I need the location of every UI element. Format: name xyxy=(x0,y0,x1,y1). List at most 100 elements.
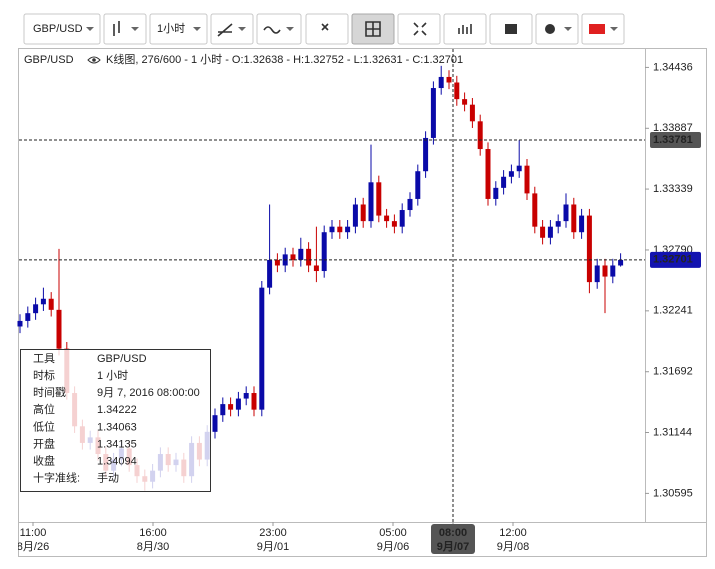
flag-icon xyxy=(589,24,605,34)
candle-body xyxy=(579,215,585,233)
x-tick-time: 16:00 xyxy=(139,527,167,539)
indicator-icon xyxy=(263,26,281,34)
settings-icon xyxy=(545,24,555,34)
candle-body xyxy=(423,137,429,172)
candle-body xyxy=(399,210,405,227)
toolbar: GBP/USD 1小时 xyxy=(23,13,625,45)
volume-icon xyxy=(458,24,472,34)
crosshair-time-box xyxy=(431,524,475,554)
dropdown-arrow xyxy=(564,27,572,31)
candle-body xyxy=(290,254,296,260)
info-label: 高位 xyxy=(33,402,55,416)
candle-body xyxy=(251,393,257,410)
candle-body xyxy=(352,204,358,227)
candle-body xyxy=(493,187,499,199)
candle-body xyxy=(610,265,616,277)
info-value: GBP/USD xyxy=(97,353,147,365)
draw-button[interactable] xyxy=(210,13,254,45)
candle-body xyxy=(462,99,468,105)
dropdown-arrow xyxy=(131,27,139,31)
crosshair-price-label: 1.33781 xyxy=(653,134,693,146)
candle-body xyxy=(594,265,600,283)
volume-button[interactable] xyxy=(443,13,487,45)
y-tick-label: 1.34436 xyxy=(653,61,693,73)
candle-body xyxy=(540,226,546,238)
candle-body xyxy=(228,404,234,410)
info-value: 1.34222 xyxy=(97,404,137,416)
eye-pupil xyxy=(92,58,96,62)
candle-body xyxy=(454,82,460,100)
x-tick-date: 8月/30 xyxy=(137,541,169,553)
fullscreen-button[interactable] xyxy=(397,13,441,45)
candle-body xyxy=(313,265,319,272)
chart-type-button[interactable] xyxy=(103,13,147,45)
candle-body xyxy=(547,226,553,238)
crosshair-icon xyxy=(365,21,381,37)
info-panel-box xyxy=(20,349,211,492)
info-value: 1.34094 xyxy=(97,456,137,468)
candle-body xyxy=(33,304,39,314)
candle-body xyxy=(618,259,624,266)
interval-button[interactable] xyxy=(149,13,208,45)
dropdown-arrow xyxy=(86,27,94,31)
candle-body xyxy=(430,88,436,138)
eye-icon[interactable] xyxy=(87,56,101,64)
settings-button[interactable] xyxy=(535,13,579,45)
candle-body xyxy=(376,182,382,216)
candle-body xyxy=(446,76,452,83)
candle-body xyxy=(329,226,335,233)
symbol-button[interactable] xyxy=(23,13,101,45)
info-value: 1 小时 xyxy=(97,369,128,382)
candle-body xyxy=(555,221,561,227)
crosshair-price-box xyxy=(650,132,701,149)
candle-body xyxy=(407,198,413,211)
fullscreen-icon xyxy=(413,22,427,36)
candle-body xyxy=(298,248,304,260)
axes: 1.344361.338871.333391.327901.322411.316… xyxy=(0,61,701,555)
print-icon xyxy=(505,24,517,34)
info-label: 低位 xyxy=(33,419,55,433)
info-value: 9月 7, 2016 08:00:00 xyxy=(97,387,200,399)
candle-body xyxy=(485,149,491,199)
candle-body xyxy=(438,76,444,89)
left-clip xyxy=(0,525,18,555)
y-tick-label: 1.30595 xyxy=(653,487,693,499)
candle-body xyxy=(235,398,241,410)
candle-body xyxy=(243,393,249,399)
y-tick-label: 1.31144 xyxy=(653,426,692,438)
candle-body xyxy=(25,313,31,321)
legend-description: K线图, 276/600 - 1 小时 - O:1.32638 - H:1.32… xyxy=(106,52,463,66)
indicator-button[interactable] xyxy=(256,13,302,45)
candle-body xyxy=(384,215,390,222)
last-price-label: 1.32701 xyxy=(653,254,693,266)
x-tick-date: 9月/07 xyxy=(437,540,469,553)
candle-body xyxy=(602,265,608,277)
candle-body xyxy=(212,415,218,432)
candle-body xyxy=(415,171,421,199)
candle-body xyxy=(586,215,592,283)
info-value: 手动 xyxy=(97,471,119,485)
y-tick-label: 1.32241 xyxy=(653,305,693,317)
candle-body xyxy=(524,165,530,194)
info-label: 十字准线: xyxy=(33,471,80,485)
dropdown-arrow xyxy=(286,27,294,31)
candle-body xyxy=(477,121,483,150)
last-price-box xyxy=(650,251,701,268)
candle-body xyxy=(17,320,23,327)
candle-body xyxy=(368,182,374,222)
candle-body xyxy=(345,226,351,233)
candle-body xyxy=(501,176,507,188)
candle-body xyxy=(220,404,226,416)
candle-body xyxy=(563,204,569,222)
candle-icon xyxy=(113,21,120,36)
x-tick-time: 08:00 xyxy=(439,527,467,539)
candle-body xyxy=(532,193,538,227)
candle-body xyxy=(40,298,46,305)
x-tick-date: 9月/01 xyxy=(257,541,289,553)
candle-body xyxy=(469,104,475,122)
x-tick-time: 11:00 xyxy=(20,527,47,539)
candle-body xyxy=(508,171,514,177)
info-label: 开盘 xyxy=(33,436,55,450)
symbol-label: GBP/USD xyxy=(33,23,83,35)
